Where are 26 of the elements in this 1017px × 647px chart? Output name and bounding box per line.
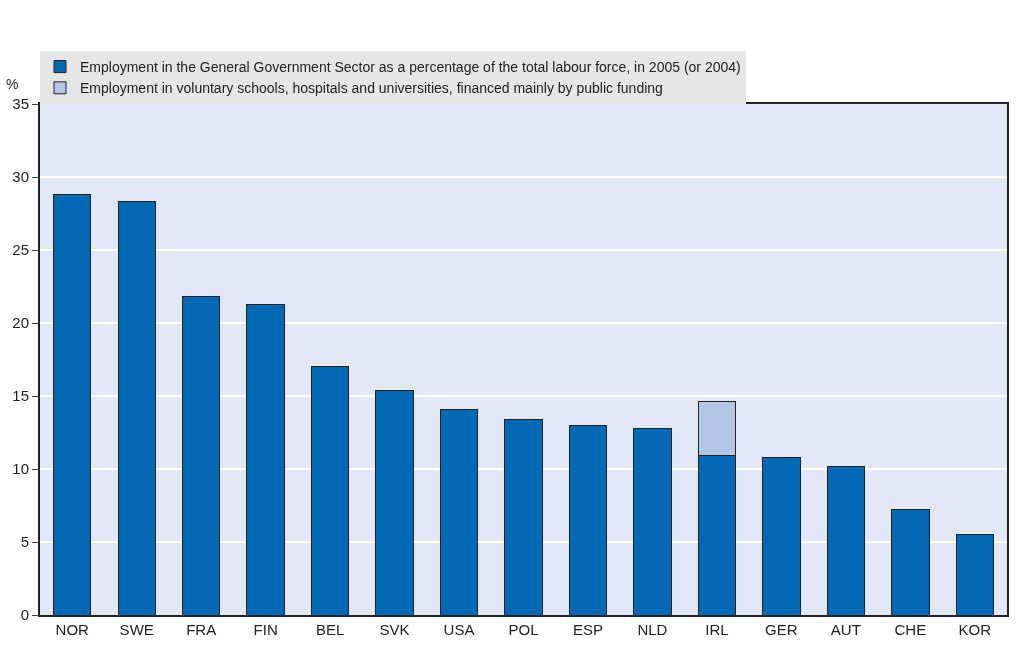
x-tick-label: NOR [55,621,90,638]
x-tick-label: IRL [705,621,729,638]
y-tick-label: 20 [12,314,29,332]
y-tick-label: 15 [12,387,29,405]
x-tick-label: SVK [379,621,410,638]
x-tick-label: POL [508,621,539,638]
legend-label: Employment in voluntary schools, hospitals and universities, financed mainly by public funding [80,80,663,97]
x-tick-label: FRA [186,621,217,638]
x-tick-label: SWE [119,621,154,638]
y-tick-label: 0 [20,606,29,624]
y-tick-label: 35 [12,95,29,113]
x-tick-label: AUT [830,621,861,638]
x-tick-label: CHE [894,621,927,638]
y-tick-label: 30 [12,168,29,186]
x-tick-label: NLD [637,621,668,638]
y-tick-label: 10 [12,460,29,478]
x-tick-label: ESP [572,621,603,638]
legend-label: Employment in the General Government Sector as a percentage of the total labour force, in 2005 (or 2004) [80,59,741,76]
y-tick-label: 25 [12,241,29,259]
x-tick-label: FIN [253,621,278,638]
x-tick-label: USA [443,621,475,638]
y-axis-title: % [6,76,19,92]
x-tick-label: KOR [958,621,992,638]
y-tick-label: 5 [20,533,29,551]
x-tick-label: GER [765,621,798,638]
x-tick-label: BEL [315,621,345,638]
